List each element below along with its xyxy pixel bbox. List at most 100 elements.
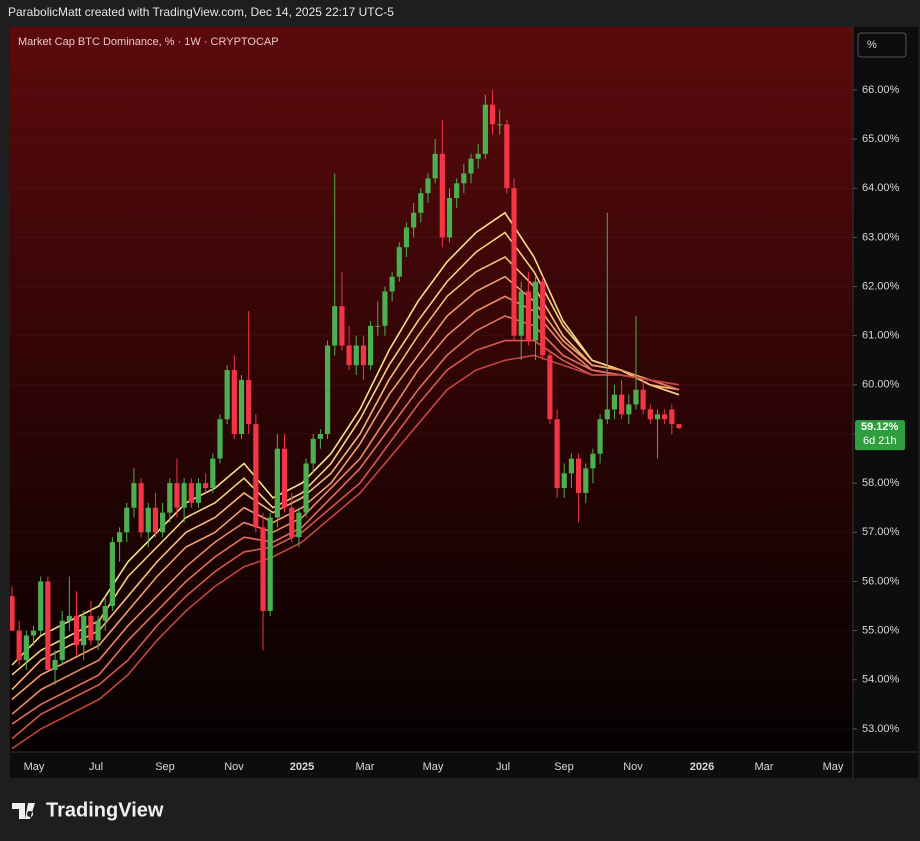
candle-body (145, 507, 151, 533)
candle-body (138, 483, 144, 533)
candle-body (575, 458, 582, 493)
candle-body (590, 453, 596, 469)
x-tick-label: Jul (89, 761, 103, 773)
candle-body (432, 153, 438, 179)
candle-body (238, 379, 245, 434)
candle-body (16, 630, 22, 661)
candle-body (411, 212, 417, 228)
scale-button-label[interactable]: % (867, 39, 877, 51)
x-tick-label: Mar (356, 761, 375, 773)
x-tick-label: Mar (755, 761, 774, 773)
candle-body (504, 124, 510, 189)
candle-body (461, 173, 467, 184)
x-tick-label: 2025 (290, 761, 314, 773)
candle-body (532, 281, 539, 341)
candle-body (418, 193, 424, 213)
x-tick-label: Nov (623, 761, 643, 773)
candle-body (375, 325, 381, 327)
candle-body (518, 291, 524, 336)
y-tick-label: 63.00% (862, 231, 900, 243)
candle-body (403, 227, 410, 248)
candle-body (102, 606, 108, 621)
candle-body (124, 507, 130, 533)
candle-body (59, 620, 65, 661)
y-tick-label: 64.00% (862, 182, 900, 194)
ribbon-line (11, 256, 680, 691)
candle-body (317, 433, 323, 439)
y-tick-label: 53.00% (862, 723, 900, 735)
price-axis (853, 27, 918, 778)
candle-body (217, 419, 223, 459)
candle-body (210, 458, 216, 489)
ribbon-line (11, 211, 680, 666)
y-tick-label: 61.00% (862, 330, 900, 342)
last-price-label: 59.12% (861, 421, 899, 433)
candle-body (346, 345, 352, 366)
candle-body (116, 532, 123, 543)
candle-body (604, 409, 610, 420)
candle-body (640, 389, 646, 410)
candle-body (368, 325, 374, 366)
x-tick-label: Sep (155, 761, 175, 773)
candle-body (23, 635, 29, 661)
candle-body (88, 615, 94, 641)
candle-body (425, 178, 431, 194)
candle-body (568, 458, 575, 474)
ribbon-line (11, 295, 680, 715)
scale-button[interactable] (857, 32, 907, 58)
candle-body (626, 404, 632, 415)
candle-body (389, 276, 395, 292)
candle-body (160, 512, 166, 533)
candle-body (439, 153, 445, 238)
x-tick-label: May (823, 761, 844, 773)
candle-body (246, 379, 252, 425)
candle-body (482, 104, 488, 154)
candle-body (382, 291, 388, 326)
candle-body (647, 409, 653, 420)
candle-body (73, 615, 80, 646)
candle-body (303, 463, 309, 513)
x-tick-label: Sep (554, 761, 574, 773)
candle-body (597, 419, 603, 454)
candle-body (396, 247, 402, 277)
chart-title: Market Cap BTC Dominance, % · 1W · CRYPT… (18, 36, 279, 48)
candle-body (167, 483, 173, 513)
candle-body (475, 153, 481, 159)
candle-body (540, 281, 546, 356)
candle-body (511, 188, 517, 336)
x-tick-label: Jul (496, 761, 510, 773)
y-tick-label: 56.00% (862, 575, 900, 587)
candle-body (633, 389, 639, 405)
candle-body (66, 615, 72, 621)
candle-body (188, 483, 194, 503)
x-tick-label: Nov (224, 761, 244, 773)
y-tick-label: 65.00% (862, 133, 900, 145)
candle-body (267, 517, 273, 611)
candle-body (583, 468, 589, 493)
last-price-tag (855, 420, 905, 451)
brand-logo: TradingView (12, 799, 164, 821)
candle-body (497, 124, 503, 126)
ribbon-line (11, 339, 680, 740)
candle-body (676, 424, 682, 429)
candle-body (554, 419, 560, 489)
candle-body (10, 596, 15, 631)
candle-body (619, 394, 625, 415)
ribbon-line (11, 354, 680, 750)
candle-body (174, 483, 180, 508)
y-tick-label: 60.00% (862, 379, 900, 391)
candle-body (662, 414, 668, 420)
ribbon-line (11, 275, 680, 701)
y-tick-label: 66.00% (862, 84, 900, 96)
candle-body (45, 581, 51, 670)
candle-body (274, 448, 280, 518)
candle-body (324, 345, 331, 434)
candle-body (224, 370, 230, 420)
candle-body (654, 414, 661, 420)
y-tick-label: 55.00% (862, 624, 900, 636)
candle-body (152, 507, 159, 533)
candle-body (525, 291, 531, 341)
candle-body (195, 483, 202, 503)
y-tick-label: 58.00% (862, 477, 900, 489)
